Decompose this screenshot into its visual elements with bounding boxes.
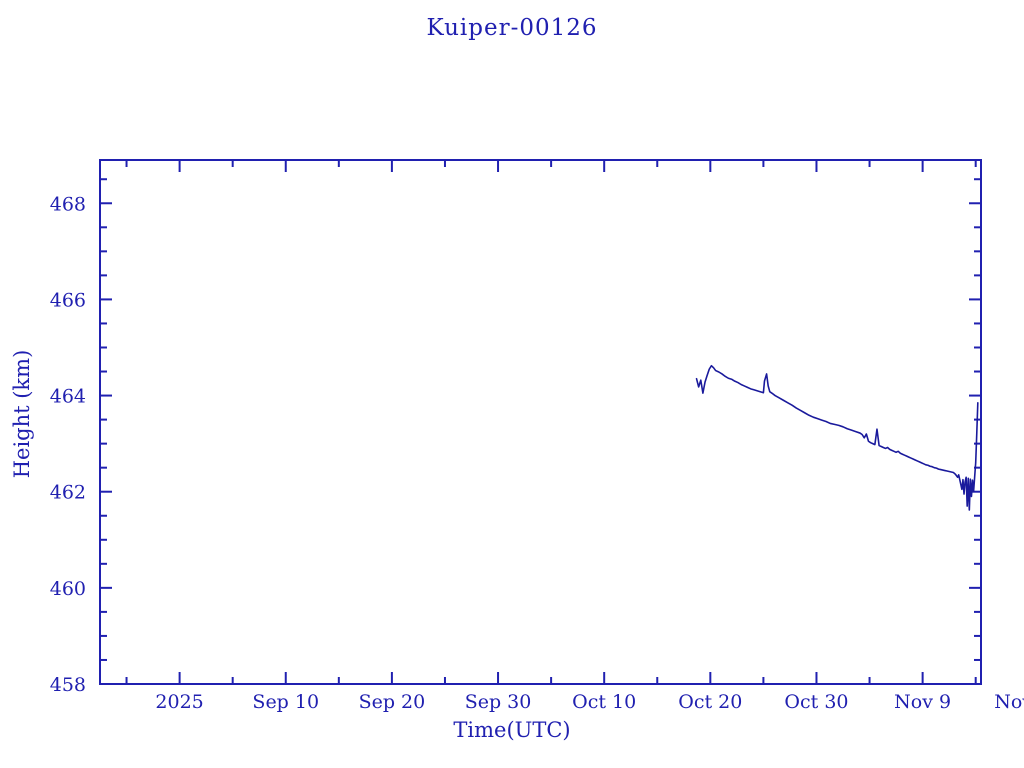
y-tick-label: 460	[50, 578, 86, 600]
x-axis-ticks	[125, 160, 977, 684]
data-series-group	[695, 364, 979, 511]
x-tick-label: Oct 10	[572, 691, 636, 713]
y-tick-label: 466	[50, 289, 86, 311]
y-tick-label: 468	[50, 193, 86, 215]
x-tick-label: Oct 20	[678, 691, 742, 713]
y-tick-label: 458	[50, 674, 86, 696]
x-axis-tick-labels: 2025 Sep 10 Sep 20 Sep 30 Oct 10 Oct 20 Oct 30…	[155, 691, 1024, 713]
y-tick-label: 462	[50, 482, 86, 504]
x-tick-label: Nov 9	[894, 691, 951, 713]
y-tick-label: 464	[50, 386, 86, 408]
axis-frame	[99, 159, 982, 685]
x-tick-label: Nov 19	[994, 691, 1024, 713]
x-tick-label: Sep 10	[252, 691, 319, 713]
plot-frame	[99, 159, 982, 685]
y-axis-ticks	[100, 178, 981, 685]
data-series-line	[695, 364, 979, 511]
x-tick-label: Sep 30	[465, 691, 532, 713]
x-axis-title: Time(UTC)	[453, 718, 571, 742]
x-tick-label: 2025	[155, 691, 203, 713]
x-tick-label: Oct 30	[784, 691, 848, 713]
chart-title: Kuiper-00126	[426, 15, 598, 41]
x-tick-label: Sep 20	[359, 691, 426, 713]
y-axis-tick-labels: 458 460 462 464 466 468	[50, 193, 86, 696]
